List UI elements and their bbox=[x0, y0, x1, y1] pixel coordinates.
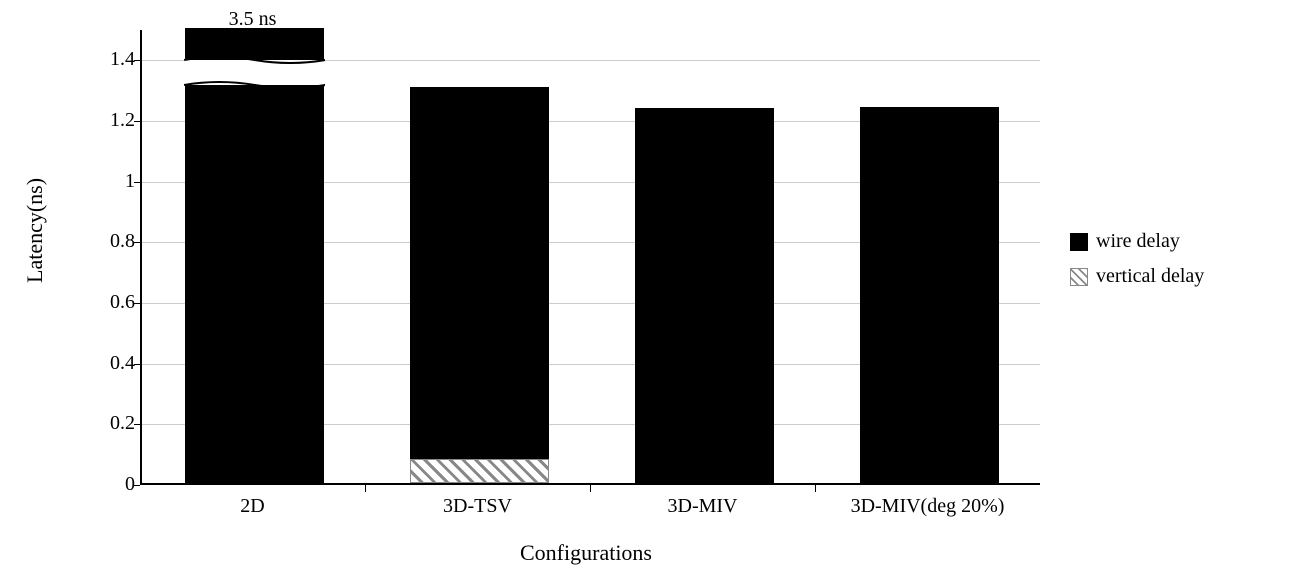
x-tick-label: 2D bbox=[240, 495, 264, 518]
y-tick-label: 0 bbox=[95, 473, 135, 496]
annotation: 3.5 ns bbox=[229, 8, 277, 31]
y-tick-label: 0.2 bbox=[95, 412, 135, 435]
y-tick-mark bbox=[134, 121, 140, 122]
y-tick-mark bbox=[134, 364, 140, 365]
y-tick-mark bbox=[134, 485, 140, 486]
legend: wire delay vertical delay bbox=[1070, 230, 1204, 300]
plot-area bbox=[140, 30, 1040, 485]
bar-segment bbox=[410, 459, 550, 483]
y-tick-label: 1 bbox=[95, 170, 135, 193]
bar-segment bbox=[185, 28, 325, 483]
y-tick-mark bbox=[134, 303, 140, 304]
legend-swatch-wire bbox=[1070, 233, 1088, 251]
x-tick-mark bbox=[590, 485, 591, 492]
axis-break-curve bbox=[184, 81, 326, 89]
x-axis-label: Configurations bbox=[520, 540, 652, 566]
axis-break-curve bbox=[184, 56, 326, 64]
x-tick-label: 3D-MIV bbox=[668, 495, 738, 518]
y-tick-mark bbox=[134, 60, 140, 61]
y-tick-label: 0.6 bbox=[95, 291, 135, 314]
legend-swatch-vertical bbox=[1070, 268, 1088, 286]
x-tick-mark bbox=[815, 485, 816, 492]
bar-segment bbox=[635, 108, 775, 483]
y-tick-label: 1.4 bbox=[95, 48, 135, 71]
bar-segment bbox=[860, 107, 1000, 483]
y-tick-mark bbox=[134, 182, 140, 183]
y-tick-label: 1.2 bbox=[95, 109, 135, 132]
legend-label-vertical: vertical delay bbox=[1096, 265, 1204, 288]
x-tick-label: 3D-MIV(deg 20%) bbox=[851, 495, 1005, 518]
legend-item-vertical: vertical delay bbox=[1070, 265, 1204, 288]
y-axis-label: Latency(ns) bbox=[22, 178, 48, 283]
legend-label-wire: wire delay bbox=[1096, 230, 1180, 253]
y-tick-label: 0.8 bbox=[95, 230, 135, 253]
x-tick-label: 3D-TSV bbox=[443, 495, 512, 518]
bar-segment bbox=[410, 87, 550, 459]
legend-item-wire: wire delay bbox=[1070, 230, 1204, 253]
y-tick-mark bbox=[134, 424, 140, 425]
y-tick-label: 0.4 bbox=[95, 352, 135, 375]
chart-container: Latency(ns) Configurations 00.20.40.60.8… bbox=[40, 10, 1280, 570]
y-tick-mark bbox=[134, 242, 140, 243]
x-tick-mark bbox=[365, 485, 366, 492]
